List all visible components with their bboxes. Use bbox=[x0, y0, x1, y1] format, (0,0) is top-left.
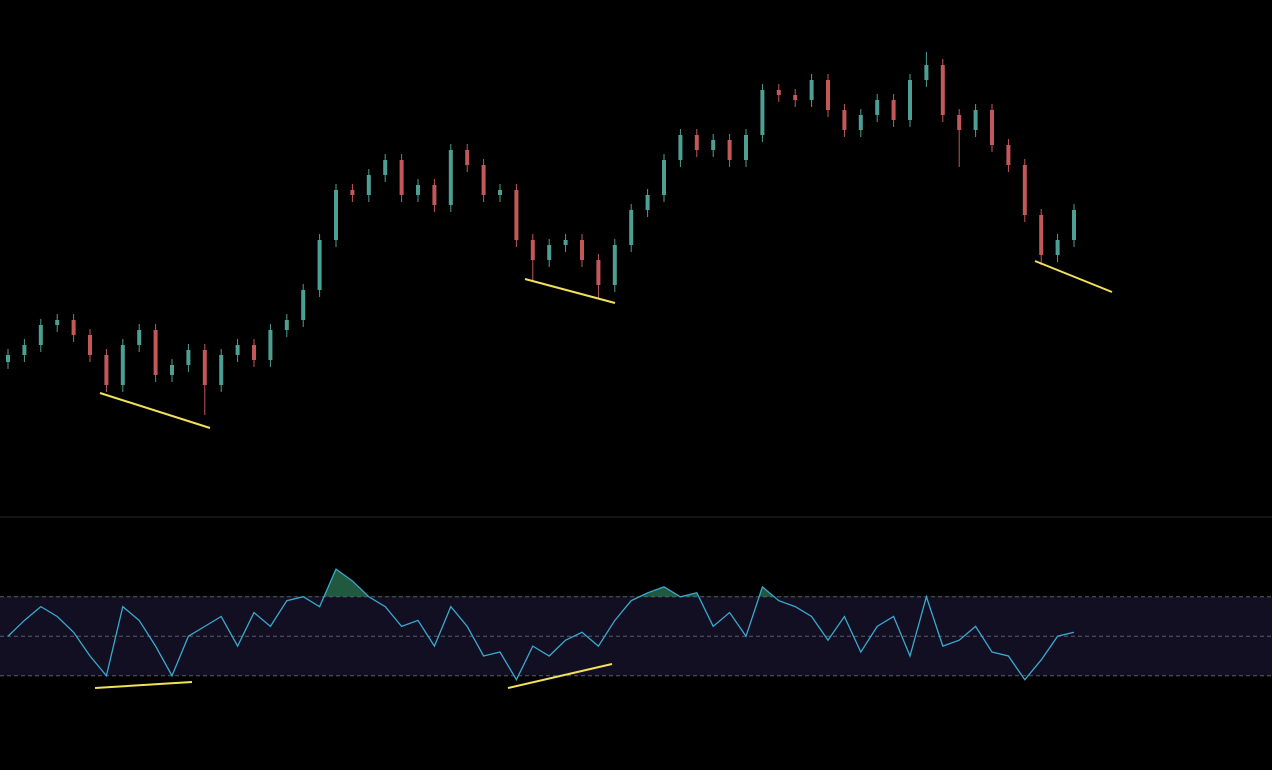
candle-body bbox=[842, 110, 847, 130]
candle-body bbox=[973, 110, 978, 130]
rsi-pane bbox=[0, 568, 1272, 682]
candle-body bbox=[383, 160, 388, 175]
candle-body bbox=[153, 330, 158, 375]
candle-body bbox=[1039, 215, 1044, 255]
candle-body bbox=[957, 115, 962, 130]
candle-body bbox=[1072, 210, 1076, 240]
candle-body bbox=[88, 335, 92, 355]
candle-body bbox=[547, 245, 552, 260]
candle-body bbox=[317, 240, 322, 290]
trend-line bbox=[99, 392, 211, 429]
trend-line bbox=[524, 278, 616, 304]
candle-body bbox=[826, 80, 830, 110]
candle-body bbox=[350, 190, 355, 195]
candle-body bbox=[990, 110, 994, 145]
candle-body bbox=[645, 195, 650, 210]
candle-body bbox=[120, 345, 125, 385]
candle-body bbox=[776, 90, 781, 95]
candle-body bbox=[6, 355, 10, 362]
candle-body bbox=[432, 185, 437, 205]
candle-body bbox=[1055, 240, 1060, 255]
candle-body bbox=[481, 165, 486, 195]
candle-body bbox=[678, 135, 683, 160]
candle-body bbox=[662, 160, 666, 195]
candle-body bbox=[858, 115, 863, 130]
candle-body bbox=[366, 175, 371, 195]
candle-body bbox=[202, 350, 207, 385]
candle-body bbox=[186, 350, 191, 365]
candle-body bbox=[465, 150, 470, 165]
candle-body bbox=[170, 365, 174, 375]
trend-line bbox=[94, 681, 193, 689]
candle-body bbox=[38, 325, 43, 345]
candle-body bbox=[596, 260, 601, 285]
candle-body bbox=[629, 210, 634, 245]
candle-body bbox=[301, 290, 306, 320]
candle-body bbox=[252, 345, 256, 360]
candle-body bbox=[760, 90, 765, 135]
candle-body bbox=[104, 355, 109, 385]
candle-body bbox=[514, 190, 519, 240]
candle-body bbox=[1006, 145, 1011, 165]
candle-body bbox=[71, 320, 76, 335]
price-pane bbox=[6, 52, 1076, 415]
candle-body bbox=[137, 330, 142, 345]
candle-body bbox=[793, 95, 798, 100]
candle-body bbox=[498, 190, 502, 195]
candle-body bbox=[219, 355, 224, 385]
candle-body bbox=[727, 140, 732, 160]
candle-body bbox=[235, 345, 240, 355]
candle-body bbox=[924, 65, 929, 80]
candle-body bbox=[711, 140, 716, 150]
candle-body bbox=[530, 240, 535, 260]
candle-body bbox=[809, 80, 814, 100]
trend-line bbox=[507, 663, 613, 689]
candle-body bbox=[399, 160, 404, 195]
candle-body bbox=[908, 80, 912, 120]
candle-body bbox=[448, 150, 453, 205]
candle-body bbox=[22, 345, 27, 355]
candle-body bbox=[744, 135, 748, 160]
candle-body bbox=[55, 320, 60, 325]
trend-line bbox=[1034, 260, 1113, 293]
candle-body bbox=[268, 330, 273, 360]
candle-body bbox=[563, 240, 568, 245]
candle-body bbox=[940, 65, 945, 115]
candle-body bbox=[580, 240, 584, 260]
candle-body bbox=[875, 100, 880, 115]
candle-body bbox=[612, 245, 617, 285]
divergence-lines bbox=[94, 260, 1113, 689]
candle-body bbox=[891, 100, 896, 120]
candle-body bbox=[334, 190, 338, 240]
candle-body bbox=[416, 185, 420, 195]
rsi-line bbox=[7, 568, 1075, 682]
candle-body bbox=[1022, 165, 1027, 215]
candle-body bbox=[284, 320, 289, 330]
candle-body bbox=[694, 135, 699, 150]
